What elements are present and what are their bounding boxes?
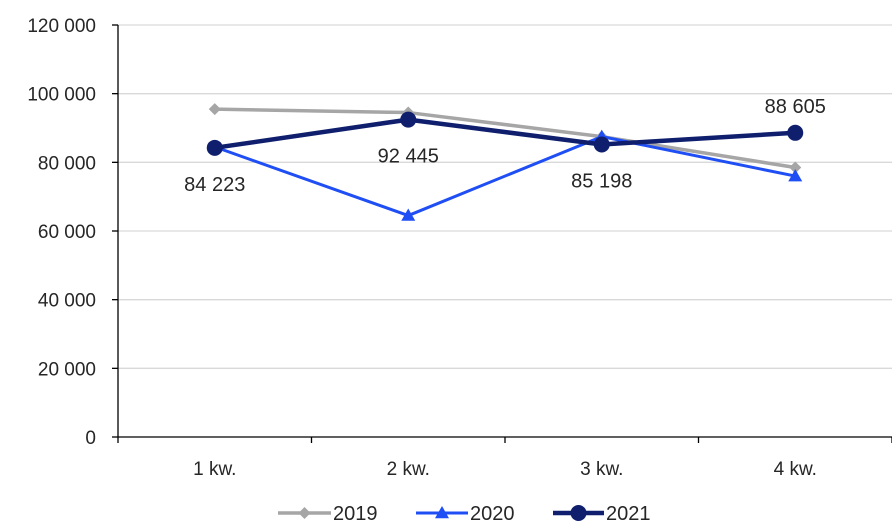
y-tick-label: 80 000 — [38, 153, 96, 174]
legend-marker-2021 — [570, 505, 587, 521]
y-tick-label: 120 000 — [27, 16, 96, 37]
data-point-2021 — [206, 139, 223, 156]
data-label: 92 445 — [378, 146, 439, 168]
y-tick-label: 100 000 — [27, 85, 96, 106]
legend-marker-2020 — [435, 506, 449, 519]
series-line-2021 — [214, 117, 796, 151]
x-tick-label: 3 kw. — [580, 459, 623, 480]
series-lines — [206, 103, 804, 221]
legend-label: 2020 — [470, 503, 515, 524]
data-label: 85 198 — [571, 170, 632, 192]
x-tick-label: 2 kw. — [387, 459, 430, 480]
series-line-2020 — [214, 135, 796, 218]
data-label: 88 605 — [765, 96, 826, 118]
data-point-2021 — [593, 136, 610, 153]
legend-label: 2019 — [333, 503, 378, 524]
y-tick-label: 60 000 — [38, 222, 96, 243]
legend-label: 2021 — [606, 503, 651, 524]
data-point-2020 — [401, 208, 416, 221]
y-tick-label: 40 000 — [38, 291, 96, 312]
series-line-2019 — [214, 107, 796, 170]
data-point-2019 — [789, 161, 802, 174]
x-tick-labels: 1 kw. 2 kw. 3 kw. 4 kw. — [117, 437, 892, 480]
data-point-2021 — [787, 124, 804, 141]
data-labels: 84 223 92 445 85 198 88 605 — [184, 96, 826, 196]
data-point-2020 — [788, 169, 803, 182]
legend-marker-2019 — [298, 507, 311, 519]
data-point-2021 — [400, 111, 417, 128]
gridlines — [118, 24, 892, 369]
y-tick-label: 0 — [85, 428, 96, 449]
x-tick-label: 4 kw. — [774, 459, 817, 480]
y-tick-labels: 0 20 000 40 000 60 000 80 000 100 000 120 000 — [27, 16, 118, 449]
data-label: 84 223 — [184, 174, 245, 196]
data-point-2019 — [208, 103, 221, 116]
legend: 2019 2020 2021 — [278, 503, 651, 524]
x-tick-label: 1 kw. — [193, 459, 236, 480]
y-tick-label: 20 000 — [38, 359, 96, 380]
